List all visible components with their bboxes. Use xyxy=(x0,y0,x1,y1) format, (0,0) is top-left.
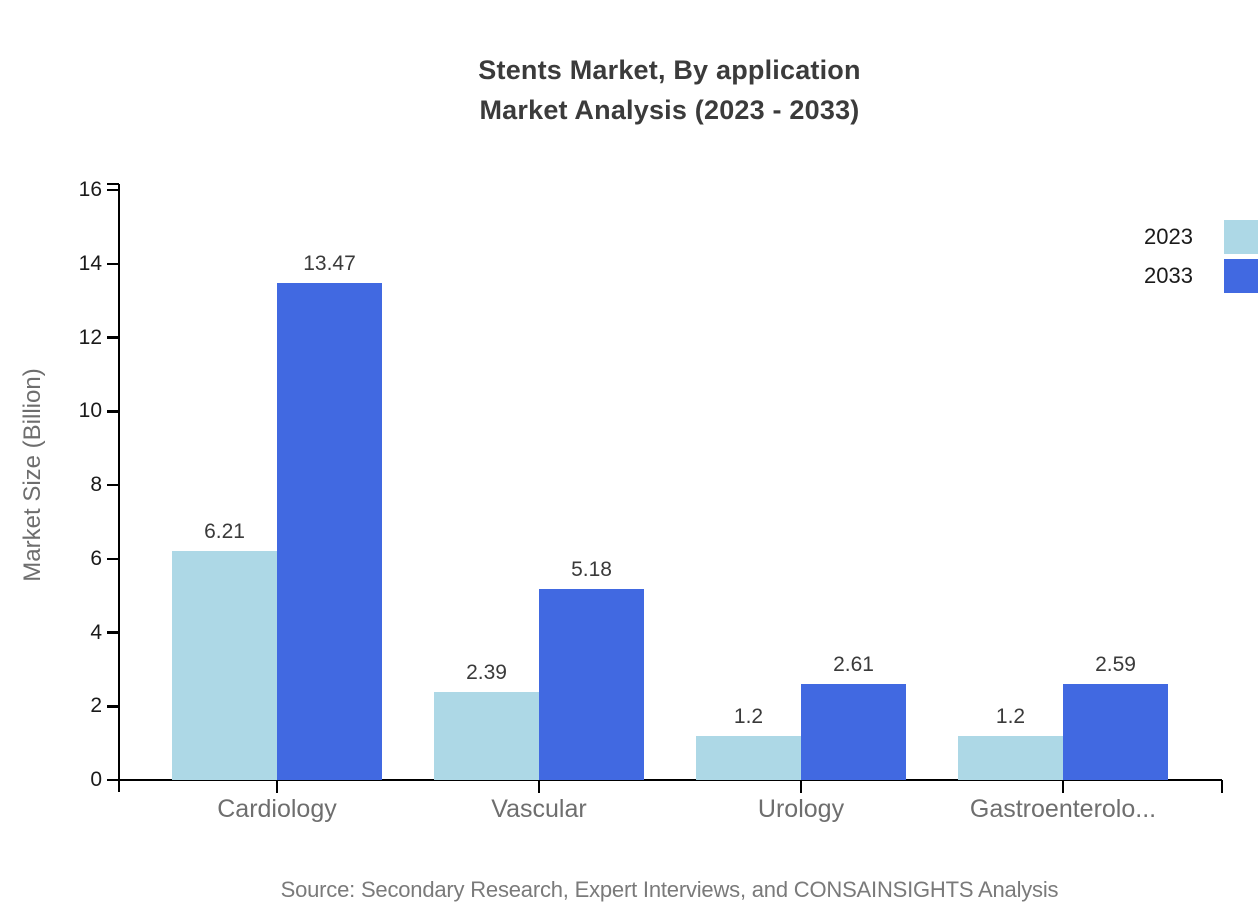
bar-value-label: 2.39 xyxy=(466,660,507,684)
y-tick xyxy=(107,188,119,192)
bar-2033-gastroenterolo xyxy=(1063,684,1168,780)
category-label: Urology xyxy=(757,795,845,823)
y-tick-label: 14 xyxy=(78,251,102,275)
y-tick xyxy=(107,262,119,265)
x-tick xyxy=(1061,780,1065,793)
bar-2033-urology xyxy=(801,683,906,780)
legend-swatch-2033 xyxy=(1224,259,1258,293)
bar-2023-urology xyxy=(696,735,801,780)
y-tick xyxy=(107,336,119,339)
y-tick-label: 0 xyxy=(90,768,102,791)
x-tick xyxy=(275,780,279,793)
category-label: Cardiology xyxy=(217,795,337,823)
y-tick xyxy=(107,483,119,487)
y-tick-label: 16 xyxy=(78,178,102,201)
bar-value-label: 6.21 xyxy=(204,520,245,543)
chart-title-line2: Market Analysis (2023 - 2033) xyxy=(479,95,860,125)
y-axis-line xyxy=(117,184,121,792)
category-label: Gastroenterolo... xyxy=(969,795,1157,823)
y-tick xyxy=(107,410,119,413)
y-tick-label: 2 xyxy=(90,694,102,718)
bar-value-label: 1.2 xyxy=(995,704,1026,728)
bar-2023-vascular xyxy=(434,691,539,780)
y-tick xyxy=(107,705,119,708)
y-tick xyxy=(107,631,119,634)
x-axis-end-tick xyxy=(1220,780,1224,793)
bar-value-label: 2.59 xyxy=(1095,653,1136,677)
bar-value-label: 5.18 xyxy=(571,557,612,581)
y-tick-label: 8 xyxy=(90,473,102,496)
x-tick xyxy=(799,780,803,793)
y-tick-label: 12 xyxy=(78,325,102,349)
y-tick-label: 6 xyxy=(90,546,102,570)
legend-swatch-2023 xyxy=(1224,220,1258,254)
legend-label-2033: 2033 xyxy=(1144,263,1193,288)
y-axis-end-cap xyxy=(107,182,119,186)
y-axis-title: Market Size (Billion) xyxy=(19,368,46,582)
bar-2033-vascular xyxy=(539,588,644,780)
chart-title-line1: Stents Market, By application xyxy=(478,55,861,85)
bar-2033-cardiology xyxy=(277,283,382,780)
y-tick xyxy=(107,778,119,782)
bar-value-label: 13.47 xyxy=(303,252,356,276)
bar-value-label: 2.61 xyxy=(833,652,874,676)
x-axis-line xyxy=(107,778,1222,782)
y-tick xyxy=(107,557,119,560)
category-label: Vascular xyxy=(491,795,587,823)
y-tick-label: 4 xyxy=(90,620,102,644)
bar-2023-gastroenterolo xyxy=(958,735,1063,780)
x-tick xyxy=(537,780,541,793)
chart-title: Stents Market, By application Market Ana… xyxy=(117,50,1222,130)
bar-value-label: 1.2 xyxy=(733,704,764,728)
legend-label-2023: 2023 xyxy=(1144,224,1193,249)
source-note: Source: Secondary Research, Expert Inter… xyxy=(280,877,1059,902)
bar-2023-cardiology xyxy=(172,551,277,780)
y-tick-label: 10 xyxy=(78,399,102,423)
